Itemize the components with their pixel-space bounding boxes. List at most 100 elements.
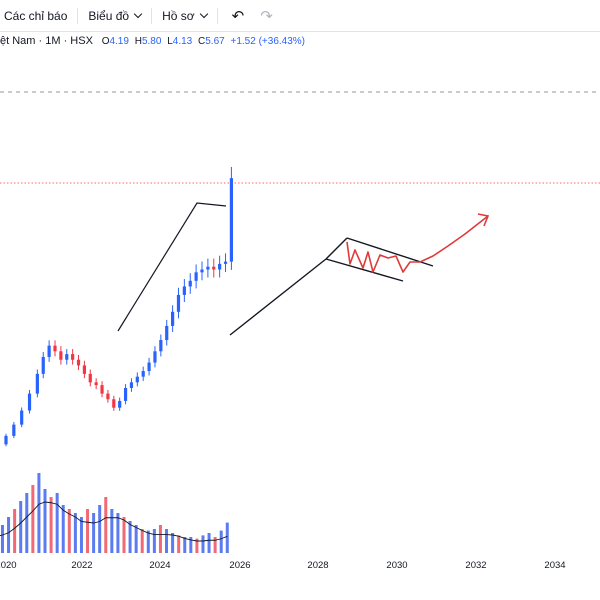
volume-series xyxy=(0,473,229,553)
candle-body xyxy=(159,340,163,352)
candle-body xyxy=(194,272,198,281)
high-key: H xyxy=(134,36,142,47)
volume-bar xyxy=(31,485,35,553)
volume-bar xyxy=(165,529,169,553)
volume-bar xyxy=(195,538,199,553)
profile-menu-button[interactable]: Hồ sơ xyxy=(158,0,211,31)
toolbar-divider xyxy=(151,7,153,24)
open-value: 4.19 xyxy=(109,36,129,47)
candle-body xyxy=(47,345,51,357)
volume-bar xyxy=(0,525,4,553)
volume-bar xyxy=(134,525,138,553)
candle-body xyxy=(176,294,181,312)
candle-body xyxy=(147,362,151,372)
flag-lower-line[interactable] xyxy=(325,258,404,282)
candle-body xyxy=(59,351,63,360)
chart-menu-button[interactable]: Biểu đồ xyxy=(84,0,145,31)
candle-body xyxy=(123,387,128,401)
volume-bar xyxy=(79,517,83,553)
candle-body xyxy=(129,382,134,388)
candle-body xyxy=(35,373,39,394)
redo-button[interactable]: ↷ xyxy=(252,0,281,31)
volume-ma-line xyxy=(0,501,228,542)
change-value: +1.52 (+36.43%) xyxy=(230,36,306,47)
volume-bar xyxy=(13,509,17,553)
volume-bar xyxy=(225,522,229,553)
candle-body xyxy=(200,269,204,273)
volume-bar xyxy=(49,497,53,553)
volume-bar xyxy=(189,537,193,553)
candle-body xyxy=(20,410,24,425)
volume-bar xyxy=(152,529,156,553)
candle-body xyxy=(100,385,104,394)
candle-body xyxy=(188,280,192,287)
symbol-label[interactable]: ệt Nam · 1M · HSX xyxy=(0,35,93,47)
x-tick-label: 2026 xyxy=(229,560,251,571)
low-key: L xyxy=(167,36,173,47)
candle-body xyxy=(229,178,233,262)
volume-bar xyxy=(219,530,223,553)
volume-bar xyxy=(171,533,175,553)
volume-bar xyxy=(92,513,96,553)
volume-bar xyxy=(37,473,41,553)
chart-toolbar: Các chỉ báo Biểu đồ Hồ sơ ↶ ↷ xyxy=(0,0,600,31)
undo-button[interactable]: ↶ xyxy=(224,0,253,31)
projection-path[interactable] xyxy=(346,215,489,273)
volume-bar xyxy=(122,517,126,553)
trendline-upper[interactable] xyxy=(117,202,227,332)
volume-bar xyxy=(201,535,205,553)
volume-bar xyxy=(207,533,211,553)
toolbar-divider xyxy=(77,7,79,24)
x-tick-label: 2030 xyxy=(386,560,408,571)
projection-drawing[interactable] xyxy=(346,213,490,273)
candle-body xyxy=(153,351,157,363)
candle-body xyxy=(4,435,8,445)
redo-icon: ↷ xyxy=(260,7,273,25)
candle-body xyxy=(82,365,86,374)
volume-bar xyxy=(19,501,23,553)
volume-bar xyxy=(43,489,47,553)
close-key: C xyxy=(198,36,206,47)
volume-bar xyxy=(55,493,59,553)
volume-bar xyxy=(98,505,102,553)
candlestick-series[interactable] xyxy=(0,166,233,449)
volume-bar xyxy=(146,530,150,553)
volume-bar xyxy=(110,509,114,553)
volume-bar xyxy=(183,537,187,553)
candle-body xyxy=(165,325,169,341)
trend-drawings[interactable] xyxy=(117,202,434,336)
candle-body xyxy=(135,376,139,383)
candle-body xyxy=(88,373,92,383)
ohlc-legend: ệt Nam · 1M · HSX O4.19 H5.80 L4.13 C5.6… xyxy=(0,35,305,47)
candle-body xyxy=(65,354,69,360)
volume-bar xyxy=(67,509,71,553)
volume-bar xyxy=(213,537,217,553)
candle-body xyxy=(27,393,32,411)
toolbar-border xyxy=(0,31,600,32)
volume-bar xyxy=(86,509,90,553)
indicators-button[interactable]: Các chỉ báo xyxy=(0,0,71,31)
candle-body xyxy=(141,371,145,377)
open-key: O xyxy=(101,36,110,47)
flag-edge-line[interactable] xyxy=(325,237,348,260)
candle-body xyxy=(118,400,122,408)
candle-body xyxy=(171,311,175,326)
candle-body xyxy=(12,424,16,436)
low-value: 4.13 xyxy=(172,36,193,47)
x-tick-label: 2034 xyxy=(544,560,566,571)
candle-body xyxy=(106,393,110,400)
volume-bar xyxy=(104,497,108,553)
chart-menu-label: Biểu đồ xyxy=(88,8,130,23)
candle-body xyxy=(41,356,45,374)
candle-body xyxy=(112,399,116,408)
candle-body xyxy=(206,266,210,270)
toolbar-divider xyxy=(216,7,218,24)
volume-bar xyxy=(116,513,120,553)
volume-bar xyxy=(61,505,65,553)
close-value: 5.67 xyxy=(205,36,225,47)
flagpole-line[interactable] xyxy=(229,258,327,336)
candle-body xyxy=(53,345,57,352)
candle-body xyxy=(71,354,75,360)
